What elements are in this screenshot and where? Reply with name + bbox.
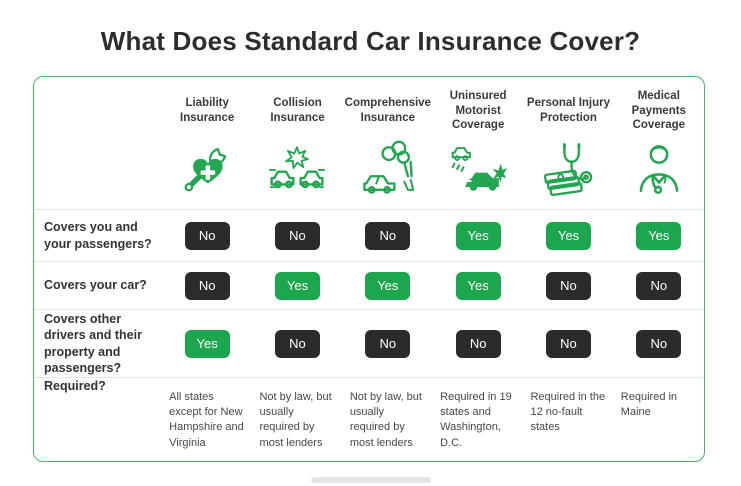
- answer-badge: Yes: [636, 221, 682, 250]
- row-label: Covers your car?: [44, 278, 147, 293]
- column-title: Comprehensive Insurance: [344, 97, 431, 124]
- answer-badge: No: [545, 271, 591, 300]
- column-title: Medical Payments Coverage: [631, 89, 686, 132]
- header-spacer: [34, 77, 162, 209]
- column-title: Uninsured Motorist Coverage: [449, 89, 507, 132]
- answer-badge: Yes: [455, 271, 501, 300]
- row-label: Covers other drivers and their property …: [44, 311, 142, 376]
- table-row-other-drivers: Covers other drivers and their property …: [34, 309, 704, 377]
- doctor-icon: [630, 138, 688, 200]
- column-title: Liability Insurance: [180, 97, 235, 124]
- answer-badge: Yes: [455, 221, 501, 250]
- money-stethoscope-icon: [539, 138, 597, 200]
- answer-badge: No: [274, 221, 320, 250]
- column-comprehensive: Comprehensive Insurance: [343, 77, 433, 209]
- required-text: Required in Maine: [620, 391, 678, 419]
- column-liability: Liability Insurance: [162, 77, 252, 209]
- answer-badge: No: [274, 329, 320, 358]
- answer-badge: No: [365, 221, 411, 250]
- required-text: All states except for New Hampshire and …: [169, 391, 244, 449]
- answer-badge: Yes: [184, 329, 230, 358]
- bottom-indicator: [311, 477, 431, 483]
- answer-badge: Yes: [545, 221, 591, 250]
- column-medical-payments: Medical Payments Coverage: [614, 77, 704, 209]
- row-label: Covers you and your passengers?: [44, 220, 152, 251]
- column-collision: Collision Insurance: [252, 77, 342, 209]
- hit-and-run-car-icon: [449, 138, 508, 200]
- answer-badge: No: [636, 329, 682, 358]
- answer-badge: No: [636, 271, 682, 300]
- required-text: Not by law, but usually required by most…: [259, 391, 332, 449]
- column-personal-injury: Personal Injury Protection: [523, 77, 613, 209]
- comparison-table: Liability Insurance Collision Insurance: [33, 76, 705, 462]
- tree-falling-on-car-icon: [359, 138, 417, 200]
- car-collision-icon: [268, 138, 326, 200]
- column-title: Personal Injury Protection: [526, 97, 611, 124]
- wrench-heart-icon: [178, 138, 236, 200]
- row-label: Required?: [44, 379, 106, 393]
- answer-badge: No: [545, 329, 591, 358]
- column-title: Collision Insurance: [270, 97, 325, 124]
- answer-badge: No: [365, 329, 411, 358]
- answer-badge: Yes: [274, 271, 320, 300]
- required-text: Required in 19 states and Washington, D.…: [440, 391, 512, 449]
- required-text: Not by law, but usually required by most…: [349, 391, 422, 449]
- table-header-row: Liability Insurance Collision Insurance: [34, 77, 704, 209]
- answer-badge: No: [184, 221, 230, 250]
- required-text: Required in the 12 no-fault states: [530, 391, 606, 434]
- table-row-your-car: Covers your car? No Yes Yes Yes No No: [34, 261, 704, 309]
- answer-badge: No: [455, 329, 501, 358]
- page-title: What Does Standard Car Insurance Cover?: [100, 26, 641, 56]
- answer-badge: Yes: [365, 271, 411, 300]
- answer-badge: No: [184, 271, 230, 300]
- column-uninsured-motorist: Uninsured Motorist Coverage: [433, 77, 523, 209]
- table-row-required: Required? All states except for New Hamp…: [34, 377, 704, 461]
- table-row-passengers: Covers you and your passengers? No No No…: [34, 209, 704, 261]
